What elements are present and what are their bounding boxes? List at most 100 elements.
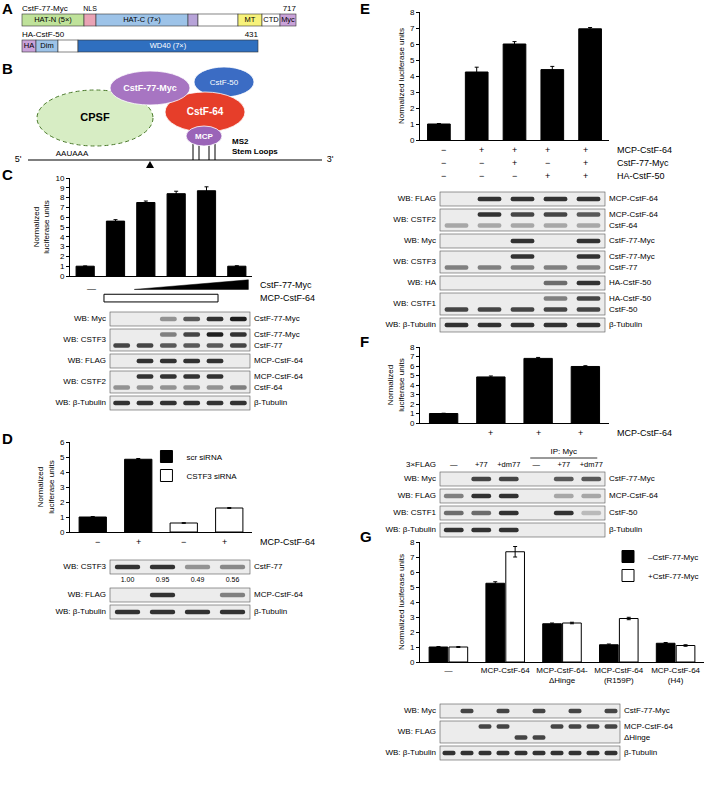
svg-text:HAT-N (5×): HAT-N (5×) — [34, 15, 72, 24]
svg-text:+CstF-77-Myc: +CstF-77-Myc — [648, 572, 698, 581]
svg-text:5: 5 — [60, 223, 65, 232]
svg-text:6: 6 — [410, 40, 415, 49]
svg-text:CstF-77-Myc: CstF-77-Myc — [22, 4, 68, 13]
svg-text:5: 5 — [410, 583, 415, 592]
svg-text:5: 5 — [410, 371, 415, 380]
svg-text:+: + — [583, 145, 588, 155]
svg-text:7: 7 — [410, 553, 415, 562]
svg-text:–CstF-77-Myc: –CstF-77-Myc — [648, 553, 698, 562]
svg-text:CstF-64: CstF-64 — [254, 383, 283, 392]
svg-text:7: 7 — [60, 203, 65, 212]
svg-text:CstF-77: CstF-77 — [254, 562, 283, 571]
svg-text:WB: β-Tubulin: WB: β-Tubulin — [385, 320, 436, 329]
svg-text:8: 8 — [410, 8, 415, 17]
svg-text:−: − — [181, 537, 186, 547]
svg-text:+: + — [583, 158, 588, 168]
svg-text:CstF-64: CstF-64 — [609, 221, 638, 230]
svg-text:—: — — [450, 460, 458, 469]
svg-text:CstF-77-Myc: CstF-77-Myc — [123, 83, 177, 93]
svg-text:Normalizedluciferase units: Normalizedluciferase units — [36, 460, 55, 513]
svg-text:MT: MT — [245, 15, 256, 24]
svg-text:5: 5 — [60, 453, 65, 462]
svg-text:0.95: 0.95 — [156, 576, 170, 583]
svg-text:3': 3' — [327, 154, 334, 164]
svg-text:MCP-CstF-64(R159P): MCP-CstF-64(R159P) — [594, 666, 643, 685]
svg-text:1.00: 1.00 — [121, 576, 135, 583]
svg-text:3: 3 — [60, 483, 65, 492]
svg-text:4: 4 — [410, 72, 415, 81]
svg-text:WB: Myc: WB: Myc — [404, 474, 436, 483]
svg-text:7: 7 — [410, 352, 415, 361]
svg-text:0: 0 — [60, 272, 65, 281]
svg-text:CstF-50: CstF-50 — [609, 305, 638, 314]
svg-text:MCP-CstF-64: MCP-CstF-64 — [609, 210, 658, 219]
svg-text:+: + — [545, 171, 550, 181]
svg-text:NLS: NLS — [83, 5, 97, 12]
svg-text:3: 3 — [60, 242, 65, 251]
svg-text:8: 8 — [60, 193, 65, 202]
svg-text:+: + — [536, 428, 541, 438]
svg-text:WB: β-Tubulin: WB: β-Tubulin — [55, 607, 106, 616]
svg-text:−: − — [545, 158, 550, 168]
svg-text:CstF-77-Myc: CstF-77-Myc — [609, 236, 655, 245]
svg-text:HA-CstF-50: HA-CstF-50 — [609, 278, 652, 287]
svg-text:6: 6 — [60, 438, 65, 447]
svg-text:MCP-CstF-64: MCP-CstF-64 — [260, 537, 315, 547]
svg-text:AAUAAA: AAUAAA — [56, 149, 89, 158]
svg-text:+: + — [136, 537, 141, 547]
svg-text:MCP-CstF-64: MCP-CstF-64 — [254, 590, 303, 599]
svg-text:0: 0 — [410, 658, 415, 667]
svg-text:0: 0 — [410, 419, 415, 428]
svg-text:WB: HA: WB: HA — [408, 278, 437, 287]
svg-text:2: 2 — [410, 628, 415, 637]
svg-text:+77: +77 — [557, 460, 570, 469]
svg-text:WB: β-Tubulin: WB: β-Tubulin — [385, 748, 436, 757]
svg-text:−: − — [441, 158, 446, 168]
svg-text:HA-CstF-50: HA-CstF-50 — [617, 171, 665, 181]
svg-text:Normalizedluciferase units: Normalizedluciferase units — [386, 358, 405, 411]
svg-text:MCP-CstF-64: MCP-CstF-64 — [617, 428, 672, 438]
svg-text:3: 3 — [410, 390, 415, 399]
svg-text:4: 4 — [410, 598, 415, 607]
svg-text:MCP-CstF-64: MCP-CstF-64 — [609, 491, 658, 500]
svg-text:CstF-50: CstF-50 — [609, 508, 638, 517]
svg-text:MCP-CstF-64: MCP-CstF-64 — [617, 145, 672, 155]
svg-text:MCP-CstF-64: MCP-CstF-64 — [624, 722, 673, 731]
svg-text:−: − — [479, 158, 484, 168]
svg-text:8: 8 — [410, 343, 415, 352]
svg-text:10: 10 — [55, 174, 64, 183]
svg-text:WB: CSTF1: WB: CSTF1 — [393, 508, 436, 517]
svg-text:+dm77: +dm77 — [580, 460, 603, 469]
svg-text:4: 4 — [60, 233, 65, 242]
svg-text:+: + — [578, 428, 583, 438]
svg-text:Normalized luciferase units: Normalized luciferase units — [397, 554, 406, 650]
svg-text:WB: Myc: WB: Myc — [404, 706, 436, 715]
svg-text:WB: Myc: WB: Myc — [74, 314, 106, 323]
svg-text:WD40 (7×): WD40 (7×) — [150, 41, 187, 50]
svg-text:scr siRNA: scr siRNA — [186, 453, 222, 462]
svg-text:+77: +77 — [475, 460, 488, 469]
svg-text:CSTF3 siRNA: CSTF3 siRNA — [186, 472, 237, 481]
svg-text:8: 8 — [410, 538, 415, 547]
svg-text:WB: CSTF3: WB: CSTF3 — [393, 257, 436, 266]
svg-text:CstF-77-Myc: CstF-77-Myc — [617, 158, 669, 168]
svg-text:−: − — [441, 145, 446, 155]
svg-text:1: 1 — [60, 262, 65, 271]
svg-text:β-Tubulin: β-Tubulin — [609, 320, 642, 329]
svg-text:CstF-64: CstF-64 — [187, 106, 224, 117]
svg-text:—: — — [533, 460, 541, 469]
svg-text:CstF-50: CstF-50 — [210, 78, 239, 87]
svg-text:CstF-77-Myc: CstF-77-Myc — [624, 706, 670, 715]
svg-text:β-Tubulin: β-Tubulin — [609, 525, 642, 534]
svg-text:HA-CstF-50: HA-CstF-50 — [609, 294, 652, 303]
svg-text:−: − — [512, 171, 517, 181]
svg-text:CstF-77-Myc: CstF-77-Myc — [260, 280, 312, 290]
svg-text:Myc: Myc — [281, 15, 295, 24]
svg-text:MCP: MCP — [195, 132, 213, 141]
svg-text:Normalized luciferase units: Normalized luciferase units — [397, 28, 406, 124]
svg-text:MCP-CstF-64: MCP-CstF-64 — [254, 372, 303, 381]
svg-text:WB: FLAG: WB: FLAG — [398, 194, 436, 203]
svg-text:MCP-CstF-64: MCP-CstF-64 — [260, 293, 315, 303]
svg-text:WB: β-Tubulin: WB: β-Tubulin — [385, 525, 436, 534]
svg-text:CTD: CTD — [263, 15, 279, 24]
